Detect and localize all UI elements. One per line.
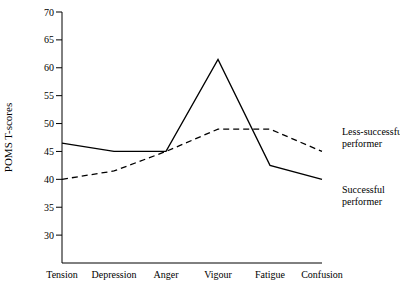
svg-text:Confusion: Confusion bbox=[301, 269, 343, 280]
svg-text:Less-successfulperformer: Less-successfulperformer bbox=[342, 126, 392, 149]
svg-text:55: 55 bbox=[44, 90, 54, 101]
svg-text:60: 60 bbox=[44, 62, 54, 73]
svg-text:Fatigue: Fatigue bbox=[255, 269, 286, 280]
svg-text:Anger: Anger bbox=[154, 269, 180, 280]
svg-text:65: 65 bbox=[44, 34, 54, 45]
svg-text:45: 45 bbox=[44, 146, 54, 157]
svg-text:70: 70 bbox=[44, 7, 54, 18]
svg-text:Tension: Tension bbox=[46, 269, 78, 280]
svg-text:POMS T-scores: POMS T-scores bbox=[8, 103, 14, 172]
svg-text:40: 40 bbox=[44, 174, 54, 185]
svg-text:Successfulperformer: Successfulperformer bbox=[342, 184, 385, 207]
svg-text:30: 30 bbox=[44, 230, 54, 241]
svg-text:35: 35 bbox=[44, 202, 54, 213]
svg-text:Vigour: Vigour bbox=[204, 269, 232, 280]
svg-text:50: 50 bbox=[44, 118, 54, 129]
svg-text:Depression: Depression bbox=[92, 269, 137, 280]
